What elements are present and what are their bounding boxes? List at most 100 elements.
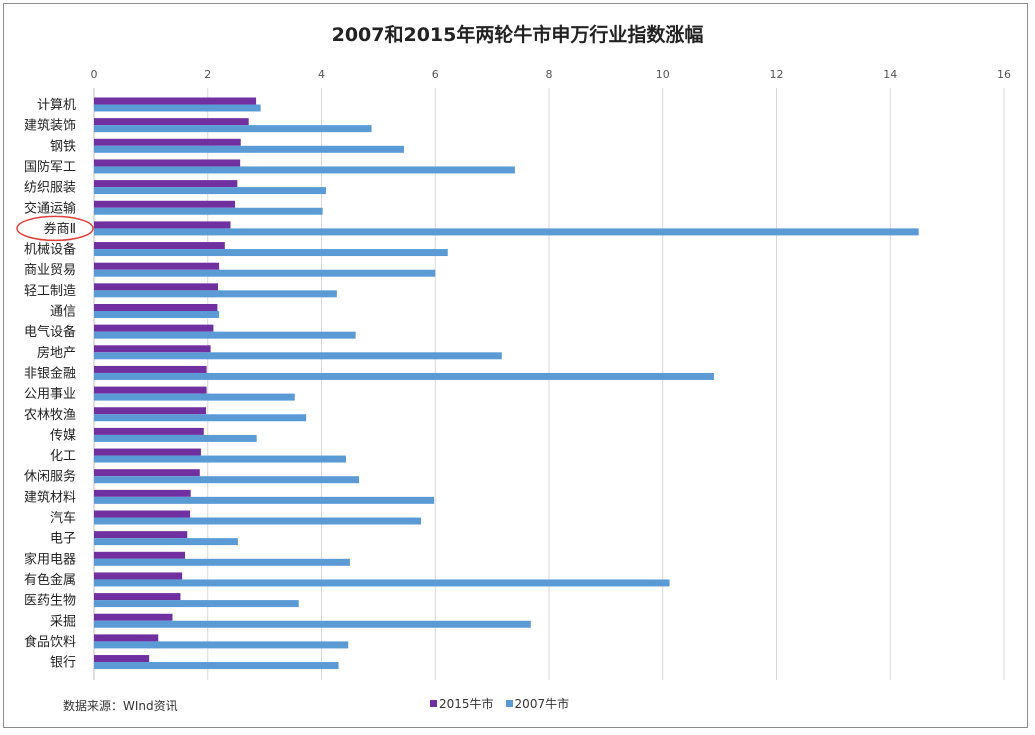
bar-2007 — [94, 187, 327, 195]
y-category-label: 采掘 — [50, 614, 76, 629]
y-category-label: 非银金融 — [24, 365, 76, 381]
legend-label-2015: 2015牛市 — [439, 697, 494, 711]
bar-2007 — [94, 579, 670, 587]
y-category-label: 建筑装饰 — [24, 118, 76, 134]
bar-2007 — [94, 311, 220, 318]
x-tick-label: 2 — [204, 68, 211, 81]
y-category-label: 机械设备 — [24, 242, 76, 258]
bar-2007 — [94, 517, 422, 525]
bar-2007 — [94, 558, 350, 566]
bar-2007 — [94, 145, 404, 153]
bar-2015 — [94, 262, 220, 270]
x-tick-label: 12 — [770, 68, 784, 81]
y-category-label: 计算机 — [37, 98, 76, 113]
y-category-label: 电子 — [50, 532, 76, 547]
x-tick-label: 16 — [997, 68, 1011, 81]
y-category-label: 通信 — [50, 305, 76, 320]
x-tick-label: 6 — [432, 68, 439, 81]
bar-2007 — [94, 641, 349, 649]
legend-item-2007: 2007牛市 — [505, 695, 570, 712]
y-category-label: 钢铁 — [50, 139, 76, 154]
legend-label-2007: 2007牛市 — [514, 697, 570, 711]
bar-2007 — [94, 600, 299, 608]
x-tick-label: 10 — [656, 68, 670, 81]
y-category-label: 化工 — [50, 449, 76, 464]
bar-2015 — [94, 407, 207, 415]
bar-2015 — [94, 242, 225, 250]
highlight-ellipse — [16, 215, 94, 242]
bar-2015 — [94, 221, 231, 229]
y-category-label: 传媒 — [50, 428, 76, 443]
bar-2015 — [94, 427, 204, 435]
bars — [94, 97, 919, 670]
bar-2015 — [94, 572, 183, 580]
bar-2007 — [94, 496, 435, 504]
bar-2007 — [94, 207, 323, 215]
bar-2007 — [94, 352, 502, 360]
bar-2015 — [94, 304, 218, 311]
bar-2007 — [94, 372, 714, 380]
bar-2015 — [94, 593, 181, 601]
x-tick-label: 0 — [91, 68, 98, 81]
y-category-label: 休闲服务 — [24, 469, 76, 485]
bar-2007 — [94, 166, 515, 174]
bar-2007 — [94, 104, 261, 112]
x-axis-ticks: 0 2 4 6 8 10 12 14 16 — [91, 68, 1012, 81]
bar-2015 — [94, 365, 207, 373]
legend-swatch-2007 — [505, 700, 513, 707]
bar-2015 — [94, 200, 236, 208]
y-category-label: 医药生物 — [24, 594, 76, 609]
y-category-label: 轻工制造 — [24, 284, 76, 299]
y-category-label: 券商Ⅱ — [44, 221, 76, 237]
y-category-label: 汽车 — [50, 510, 76, 526]
bar-2015 — [94, 531, 188, 539]
bar-2015 — [94, 551, 185, 559]
bar-2007 — [94, 476, 360, 484]
y-category-label: 建筑材料 — [24, 489, 76, 505]
bar-2015 — [94, 510, 191, 518]
x-tick-label: 4 — [318, 68, 325, 81]
bar-2007 — [94, 290, 337, 298]
y-category-label: 国防军工 — [24, 159, 76, 175]
bar-2007 — [94, 249, 448, 257]
bar-2007 — [94, 538, 238, 546]
legend-swatch-2015 — [430, 700, 437, 707]
bar-2015 — [94, 324, 214, 332]
y-category-label: 农林牧渔 — [24, 408, 76, 423]
bar-2015 — [94, 655, 150, 663]
x-tick-label: 14 — [883, 68, 897, 81]
bar-2015 — [94, 138, 241, 146]
legend-item-2015: 2015牛市 — [430, 695, 494, 712]
bar-2015 — [94, 345, 211, 353]
chart-title: 2007和2015年两轮牛市申万行业指数涨幅 — [331, 24, 704, 46]
bar-2015 — [94, 448, 201, 456]
bar-2015 — [94, 159, 241, 167]
y-category-label: 交通运输 — [24, 200, 76, 216]
bar-2007 — [94, 662, 339, 670]
data-source-note: 数据来源：WInd资讯 — [63, 699, 178, 713]
bar-2015 — [94, 180, 238, 188]
bar-2007 — [94, 125, 372, 133]
bar-2015 — [94, 118, 249, 126]
bar-2015 — [94, 613, 173, 621]
bar-2007 — [94, 434, 257, 442]
bar-2007 — [94, 620, 531, 628]
bar-2015 — [94, 469, 200, 477]
y-category-label: 食品饮料 — [24, 634, 76, 650]
bar-2007 — [94, 393, 295, 401]
y-category-label: 房地产 — [37, 345, 76, 361]
gridlines — [93, 88, 1005, 680]
y-category-label: 有色金属 — [24, 572, 76, 588]
bar-2015 — [94, 489, 191, 497]
bar-2007 — [94, 455, 346, 463]
y-category-label: 电气设备 — [24, 324, 76, 340]
legend: 2015牛市 2007牛市 — [430, 695, 569, 712]
bar-2015 — [94, 283, 218, 291]
bar-2015 — [94, 386, 207, 394]
y-category-label: 商业贸易 — [24, 263, 76, 278]
bar-2015 — [94, 97, 257, 105]
y-category-label: 公用事业 — [24, 387, 76, 402]
bar-2007 — [94, 228, 919, 236]
